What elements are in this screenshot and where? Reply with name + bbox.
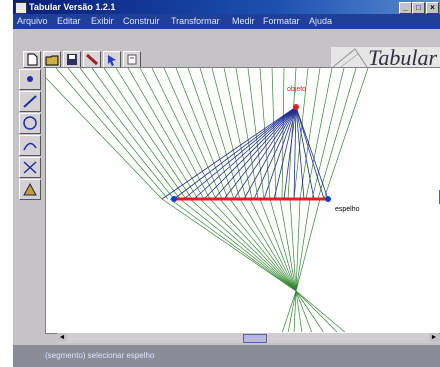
scroll-left-arrow[interactable]: ◄ (57, 333, 67, 342)
object-point (293, 104, 299, 110)
mirror-endpoint-right (325, 196, 331, 202)
green-reflection-fan (46, 68, 369, 333)
menu-bar: Arquivo Editar Exibir Construir Transfor… (13, 14, 440, 29)
app-window: Tabular Versão 1.2.1 _ □ × Arquivo Edita… (12, 0, 440, 367)
menu-formatar[interactable]: Formatar (263, 16, 300, 26)
close-button[interactable]: × (426, 2, 439, 14)
page-icon[interactable] (123, 51, 141, 68)
triangle-icon[interactable] (19, 179, 41, 200)
menu-medir[interactable]: Medir (232, 16, 255, 26)
status-bar: (segmento) selecionar espelho (13, 345, 440, 367)
minimize-button[interactable]: _ (399, 2, 412, 14)
menu-construir[interactable]: Construir (123, 16, 160, 26)
brand-text: Tabular (368, 45, 437, 70)
circle-icon[interactable] (19, 113, 41, 134)
curve-icon[interactable] (19, 135, 41, 156)
blue-ray-fan (161, 106, 329, 200)
window-title: Tabular Versão 1.2.1 (29, 2, 116, 12)
brand-logo: Tabular (331, 47, 440, 69)
save-disk-icon[interactable] (63, 51, 81, 68)
horizontal-scrollbar[interactable]: ◄ ► (57, 332, 439, 343)
menu-exibir[interactable]: Exibir (91, 16, 114, 26)
menu-ajuda[interactable]: Ajuda (309, 16, 333, 26)
scroll-right-arrow[interactable]: ► (429, 333, 439, 342)
status-text: (segmento) selecionar espelho (45, 351, 155, 360)
open-folder-icon[interactable] (43, 51, 61, 68)
point-icon[interactable] (19, 69, 41, 90)
app-icon (15, 2, 27, 14)
drawing-canvas[interactable]: objeto espelho (45, 67, 440, 334)
object-label: objeto (287, 86, 306, 93)
toolbar: Tabular (13, 29, 440, 69)
mirror-endpoint-left (171, 196, 177, 202)
menu-arquivo[interactable]: Arquivo (17, 16, 48, 26)
menu-editar[interactable]: Editar (57, 16, 81, 26)
title-bar: Tabular Versão 1.2.1 _ □ × (13, 0, 440, 14)
segment-icon[interactable] (19, 91, 41, 112)
tool-palette (19, 69, 41, 209)
tool-arrow-icon[interactable] (83, 51, 101, 68)
pointer-icon[interactable] (103, 51, 121, 68)
new-file-icon[interactable] (23, 51, 41, 68)
scroll-thumb[interactable] (243, 334, 267, 343)
maximize-button[interactable]: □ (412, 2, 425, 14)
mirror-icon[interactable] (19, 157, 41, 178)
menu-transformar[interactable]: Transformar (171, 16, 220, 26)
mirror-label: espelho (335, 206, 360, 213)
